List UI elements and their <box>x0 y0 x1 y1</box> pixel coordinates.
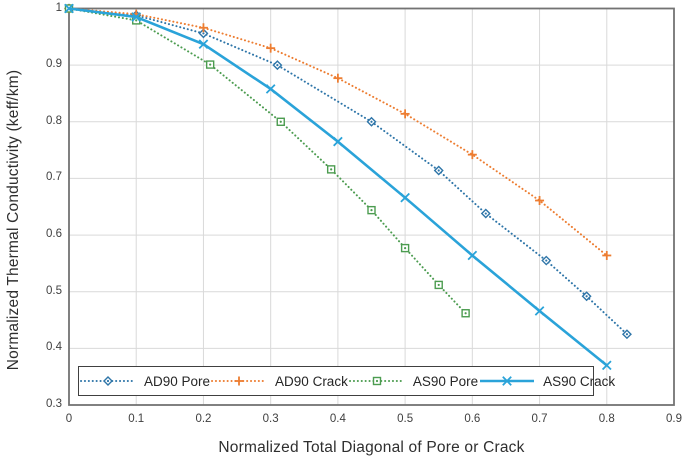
legend-line-sample <box>480 376 535 386</box>
y-tick-label: 1 <box>55 1 62 14</box>
x-tick-label: 0.9 <box>666 413 682 425</box>
x-tick-label: 0.4 <box>329 413 346 425</box>
legend-item-as90-pore: AS90 Pore <box>348 374 478 389</box>
y-tick-label: 0.6 <box>46 228 62 241</box>
x-tick-label: 0.5 <box>397 413 414 425</box>
series-as90-pore <box>64 4 470 318</box>
x-tick-label: 0 <box>65 413 73 425</box>
series-ad90-pore <box>64 3 632 340</box>
legend: AD90 Pore AD90 Crack AS90 Pore AS90 Crack <box>78 366 615 396</box>
y-tick-label: 0.5 <box>46 284 62 297</box>
y-tick-label: 0.8 <box>46 114 62 127</box>
x-tick-label: 0.1 <box>128 413 145 425</box>
y-tick-label: 0.9 <box>46 58 62 71</box>
y-axis-title: Normalized Thermal Conductivity (keff/km… <box>5 69 22 371</box>
x-axis-title: Normalized Total Diagonal of Pore or Cra… <box>218 439 525 456</box>
legend-item-as90-crack: AS90 Crack <box>478 374 615 389</box>
x-tick-label: 0.6 <box>464 413 481 425</box>
y-tick-label: 0.3 <box>46 398 62 410</box>
legend-label: AD90 Pore <box>144 373 211 389</box>
x-tick-label: 0.8 <box>598 413 615 425</box>
legend-label: AD90 Crack <box>275 373 348 389</box>
legend-line-sample <box>211 376 268 386</box>
legend-label: AS90 Crack <box>543 373 616 389</box>
x-tick-label: 0.7 <box>531 413 548 425</box>
x-tick-label: 0.2 <box>195 413 212 425</box>
legend-item-ad90-crack: AD90 Crack <box>210 374 348 389</box>
y-tick-label: 0.7 <box>46 171 62 184</box>
y-tick-label: 0.4 <box>46 341 62 354</box>
legend-line-sample <box>80 376 136 386</box>
legend-line-sample <box>348 376 405 386</box>
legend-item-ad90-pore: AD90 Pore <box>79 374 210 389</box>
legend-label: AS90 Pore <box>412 373 479 389</box>
series-as90-crack <box>64 3 612 371</box>
x-tick-label: 0.3 <box>262 413 279 425</box>
